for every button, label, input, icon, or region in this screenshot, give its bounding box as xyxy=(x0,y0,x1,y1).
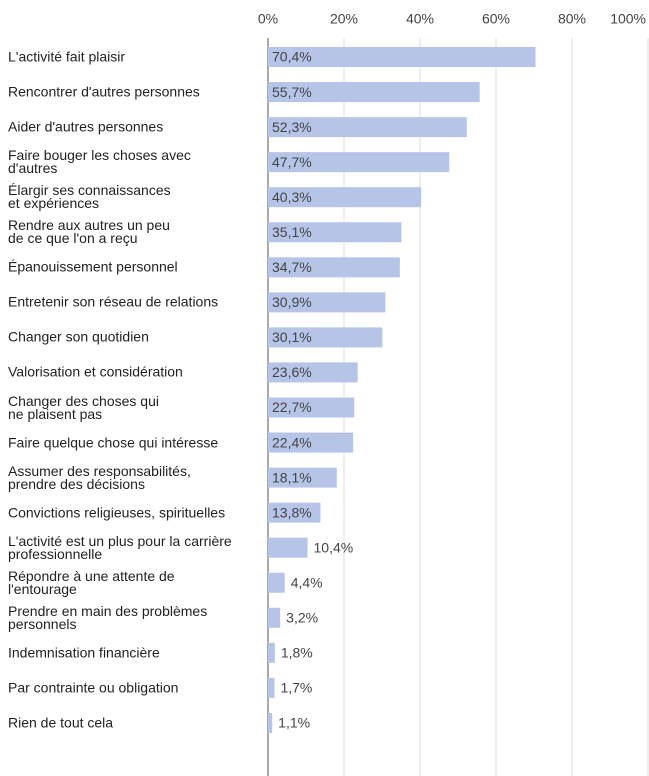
category-label: L'activité est un plus pour la carrière … xyxy=(8,532,232,562)
value-label: 18,1% xyxy=(272,469,312,485)
bar xyxy=(268,537,308,558)
bar xyxy=(268,187,422,208)
value-label: 3,2% xyxy=(286,610,318,626)
bar xyxy=(268,642,275,663)
bar xyxy=(268,327,383,348)
x-tick-label: 0% xyxy=(258,11,278,27)
x-tick-label: 100% xyxy=(610,11,646,27)
value-label: 22,7% xyxy=(272,399,312,415)
value-label: 1,7% xyxy=(280,680,312,696)
category-label: Convictions religieuses, spirituelles xyxy=(8,504,226,521)
value-label: 13,8% xyxy=(272,504,312,520)
value-label: 34,7% xyxy=(272,259,312,275)
bar xyxy=(268,677,275,698)
value-label: 22,4% xyxy=(272,434,312,450)
value-label: 30,9% xyxy=(272,294,312,310)
bar xyxy=(268,572,285,593)
category-label: Indemnisation financière xyxy=(8,644,160,661)
value-label: 40,3% xyxy=(272,189,312,205)
bar xyxy=(268,47,536,67)
category-label: Assumer des responsabilités, prendre des… xyxy=(8,462,191,492)
value-label: 1,8% xyxy=(281,645,313,661)
bar xyxy=(268,222,402,243)
category-label: Faire bouger les choses avec d'autres xyxy=(8,147,191,177)
bar xyxy=(268,362,358,383)
value-label: 30,1% xyxy=(272,329,312,345)
category-label: Épanouissement personnel xyxy=(8,258,178,275)
value-label: 55,7% xyxy=(272,84,312,100)
bar xyxy=(268,152,450,173)
x-tick-label: 40% xyxy=(406,11,434,27)
bar xyxy=(268,82,480,103)
value-label: 10,4% xyxy=(314,539,354,555)
value-label: 4,4% xyxy=(291,574,323,590)
x-tick-label: 60% xyxy=(482,11,510,27)
value-label: 52,3% xyxy=(272,119,312,135)
category-label: Rien de tout cela xyxy=(8,714,114,731)
category-label: Changer des choses qui ne plaisent pas xyxy=(8,392,159,422)
value-label: 1,1% xyxy=(278,715,310,731)
category-label: Faire quelque chose qui intéresse xyxy=(8,434,219,451)
category-label: Prendre en main des problèmes personnels xyxy=(8,602,208,632)
bar xyxy=(268,712,273,733)
value-label: 35,1% xyxy=(272,224,312,240)
x-tick-label: 20% xyxy=(330,11,358,27)
category-label: Par contrainte ou obligation xyxy=(8,679,179,696)
value-label: 23,6% xyxy=(272,364,312,380)
category-label: Élargir ses connaissances et expériences xyxy=(8,182,171,212)
category-label: Répondre à une attente de l'entourage xyxy=(8,567,175,597)
category-label: Aider d'autres personnes xyxy=(8,118,164,135)
category-label: Entretenir son réseau de relations xyxy=(8,293,219,310)
bar xyxy=(268,257,400,278)
bar xyxy=(268,467,337,488)
category-label: Rendre aux autres un peu de ce que l'on … xyxy=(8,217,170,247)
category-label: Rencontrer d'autres personnes xyxy=(8,83,200,100)
bar xyxy=(268,607,281,628)
value-label: 47,7% xyxy=(272,154,312,170)
category-label: Valorisation et considération xyxy=(8,363,183,380)
bar xyxy=(268,292,386,313)
bar xyxy=(268,432,354,453)
bar xyxy=(268,397,355,418)
category-label: L'activité fait plaisir xyxy=(8,48,126,65)
bar xyxy=(268,502,321,523)
category-label: Changer son quotidien xyxy=(8,328,149,345)
x-tick-label: 80% xyxy=(558,11,586,27)
bar xyxy=(268,117,467,138)
value-label: 70,4% xyxy=(272,49,312,65)
